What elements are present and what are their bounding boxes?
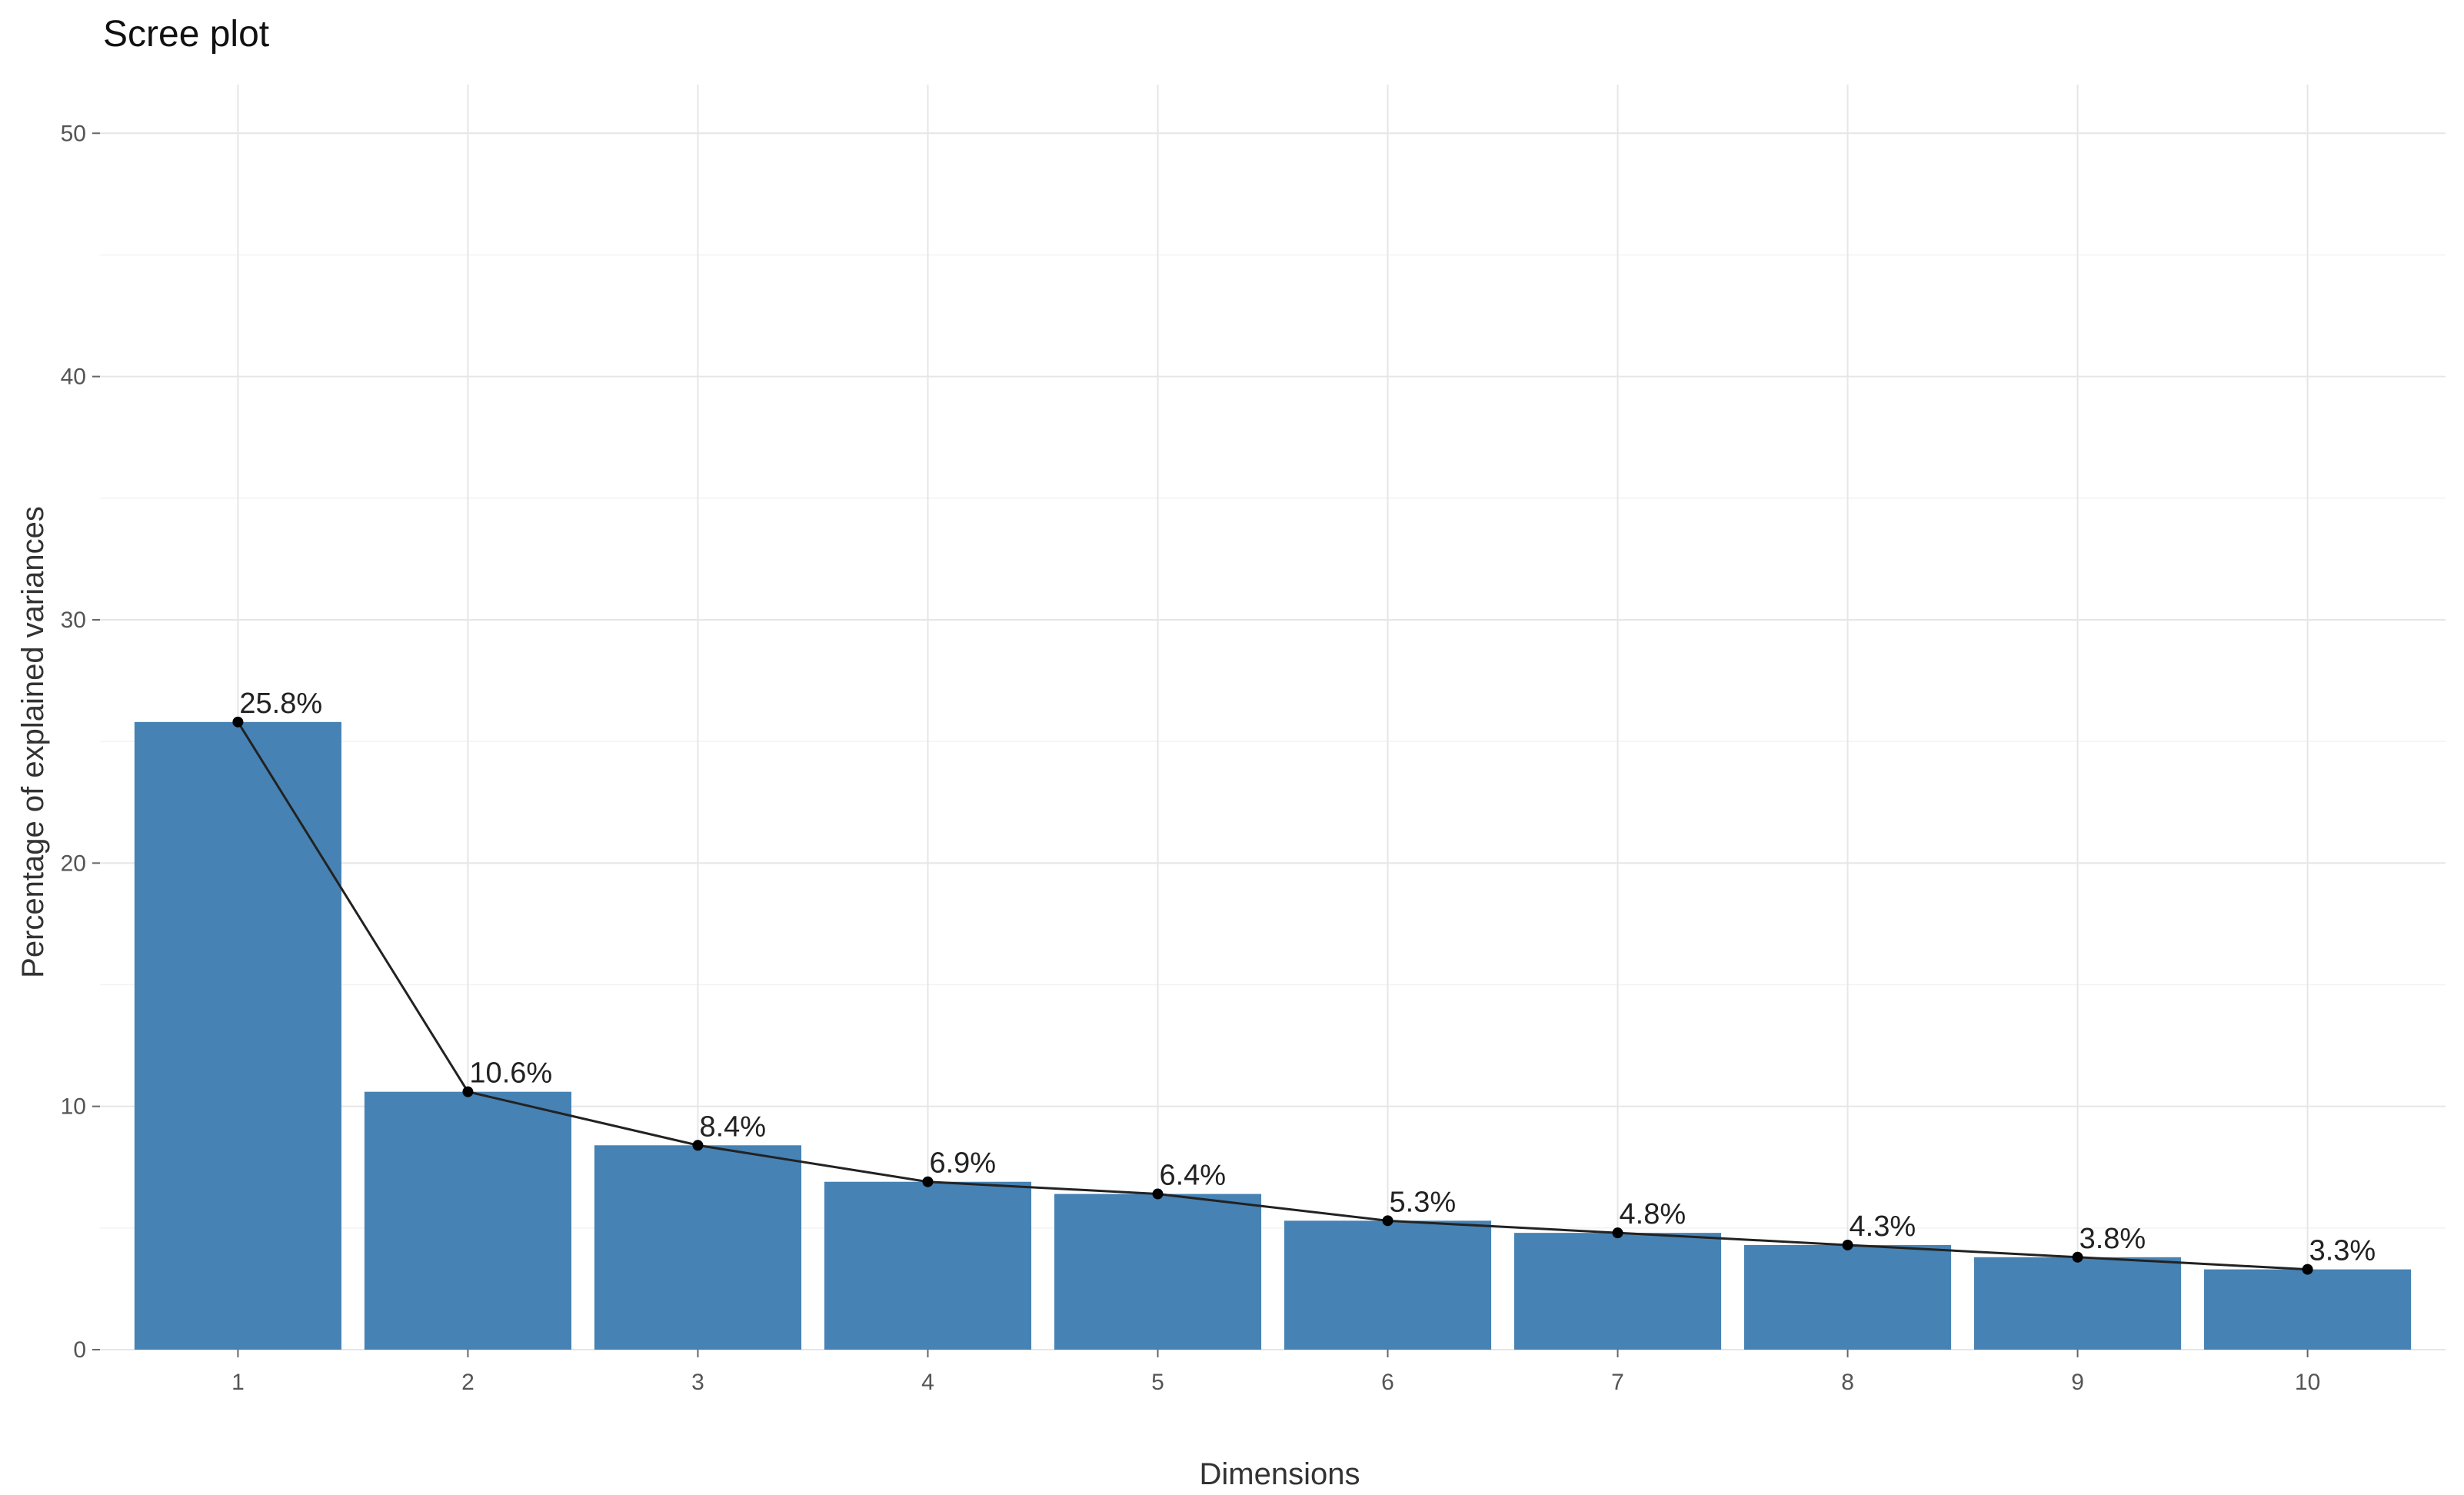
- data-label: 25.8%: [239, 688, 322, 720]
- x-tick-label: 3: [691, 1370, 704, 1395]
- bar: [134, 721, 341, 1350]
- y-tick-label: 50: [61, 121, 86, 146]
- bar: [1743, 1244, 1952, 1350]
- scree-line-layer: [237, 721, 2308, 1271]
- data-point: [232, 716, 244, 728]
- y-axis-label: Percentage of explained variances: [16, 506, 50, 978]
- data-point: [1152, 1188, 1164, 1200]
- x-axis-label: Dimensions: [1200, 1457, 1360, 1491]
- bars: [134, 721, 2412, 1350]
- x-axis: 1 2 3 4 5 6 7 8 9 10: [231, 1350, 2320, 1395]
- data-labels: 25.8% 10.6% 8.4% 6.9% 6.4% 5.3% 4.8% 4.3% 3.8% 3.…: [239, 688, 2376, 1267]
- data-point: [692, 1140, 704, 1151]
- y-axis: 0 10 20 30 40 50: [61, 121, 100, 1363]
- x-tick-label: 5: [1151, 1370, 1164, 1395]
- points: [232, 716, 2313, 1275]
- y-tick-label: 40: [61, 365, 86, 390]
- bar: [1513, 1233, 1722, 1350]
- data-point: [1382, 1215, 1393, 1227]
- data-point: [922, 1176, 934, 1187]
- x-tick-label: 2: [461, 1370, 474, 1395]
- y-tick-label: 0: [73, 1337, 86, 1363]
- data-label: 10.6%: [469, 1057, 552, 1090]
- data-label: 8.4%: [699, 1110, 766, 1143]
- x-tick-label: 4: [921, 1370, 934, 1395]
- x-tick-label: 8: [1841, 1370, 1854, 1395]
- data-point: [462, 1086, 474, 1097]
- bar: [594, 1145, 802, 1350]
- data-point: [1612, 1227, 1623, 1239]
- data-label: 3.8%: [2079, 1223, 2146, 1255]
- x-tick-label: 6: [1381, 1370, 1394, 1395]
- x-tick-label: 7: [1611, 1370, 1624, 1395]
- scree-line: [237, 721, 2308, 1271]
- data-label: 4.3%: [1850, 1210, 1916, 1243]
- x-tick-label: 9: [2071, 1370, 2084, 1395]
- data-point: [2072, 1251, 2083, 1263]
- bar: [364, 1091, 571, 1350]
- bar: [2204, 1269, 2412, 1350]
- y-tick-label: 10: [61, 1094, 86, 1120]
- grid: [100, 85, 2446, 1350]
- y-tick-label: 30: [61, 608, 86, 633]
- data-label: 6.9%: [929, 1147, 996, 1180]
- data-label: 6.4%: [1159, 1160, 1226, 1192]
- data-label: 5.3%: [1390, 1186, 1457, 1218]
- data-label: 3.3%: [2309, 1235, 2376, 1267]
- bar: [1054, 1194, 1262, 1350]
- bar: [1974, 1257, 2182, 1350]
- bar: [824, 1181, 1032, 1350]
- data-label: 4.8%: [1620, 1198, 1687, 1230]
- chart-title: Scree plot: [103, 14, 269, 55]
- x-tick-label: 10: [2295, 1370, 2320, 1395]
- x-tick-label: 1: [231, 1370, 245, 1395]
- data-point: [1842, 1239, 1853, 1250]
- bar: [1284, 1220, 1492, 1350]
- data-point: [2302, 1264, 2313, 1275]
- y-tick-label: 20: [61, 851, 86, 876]
